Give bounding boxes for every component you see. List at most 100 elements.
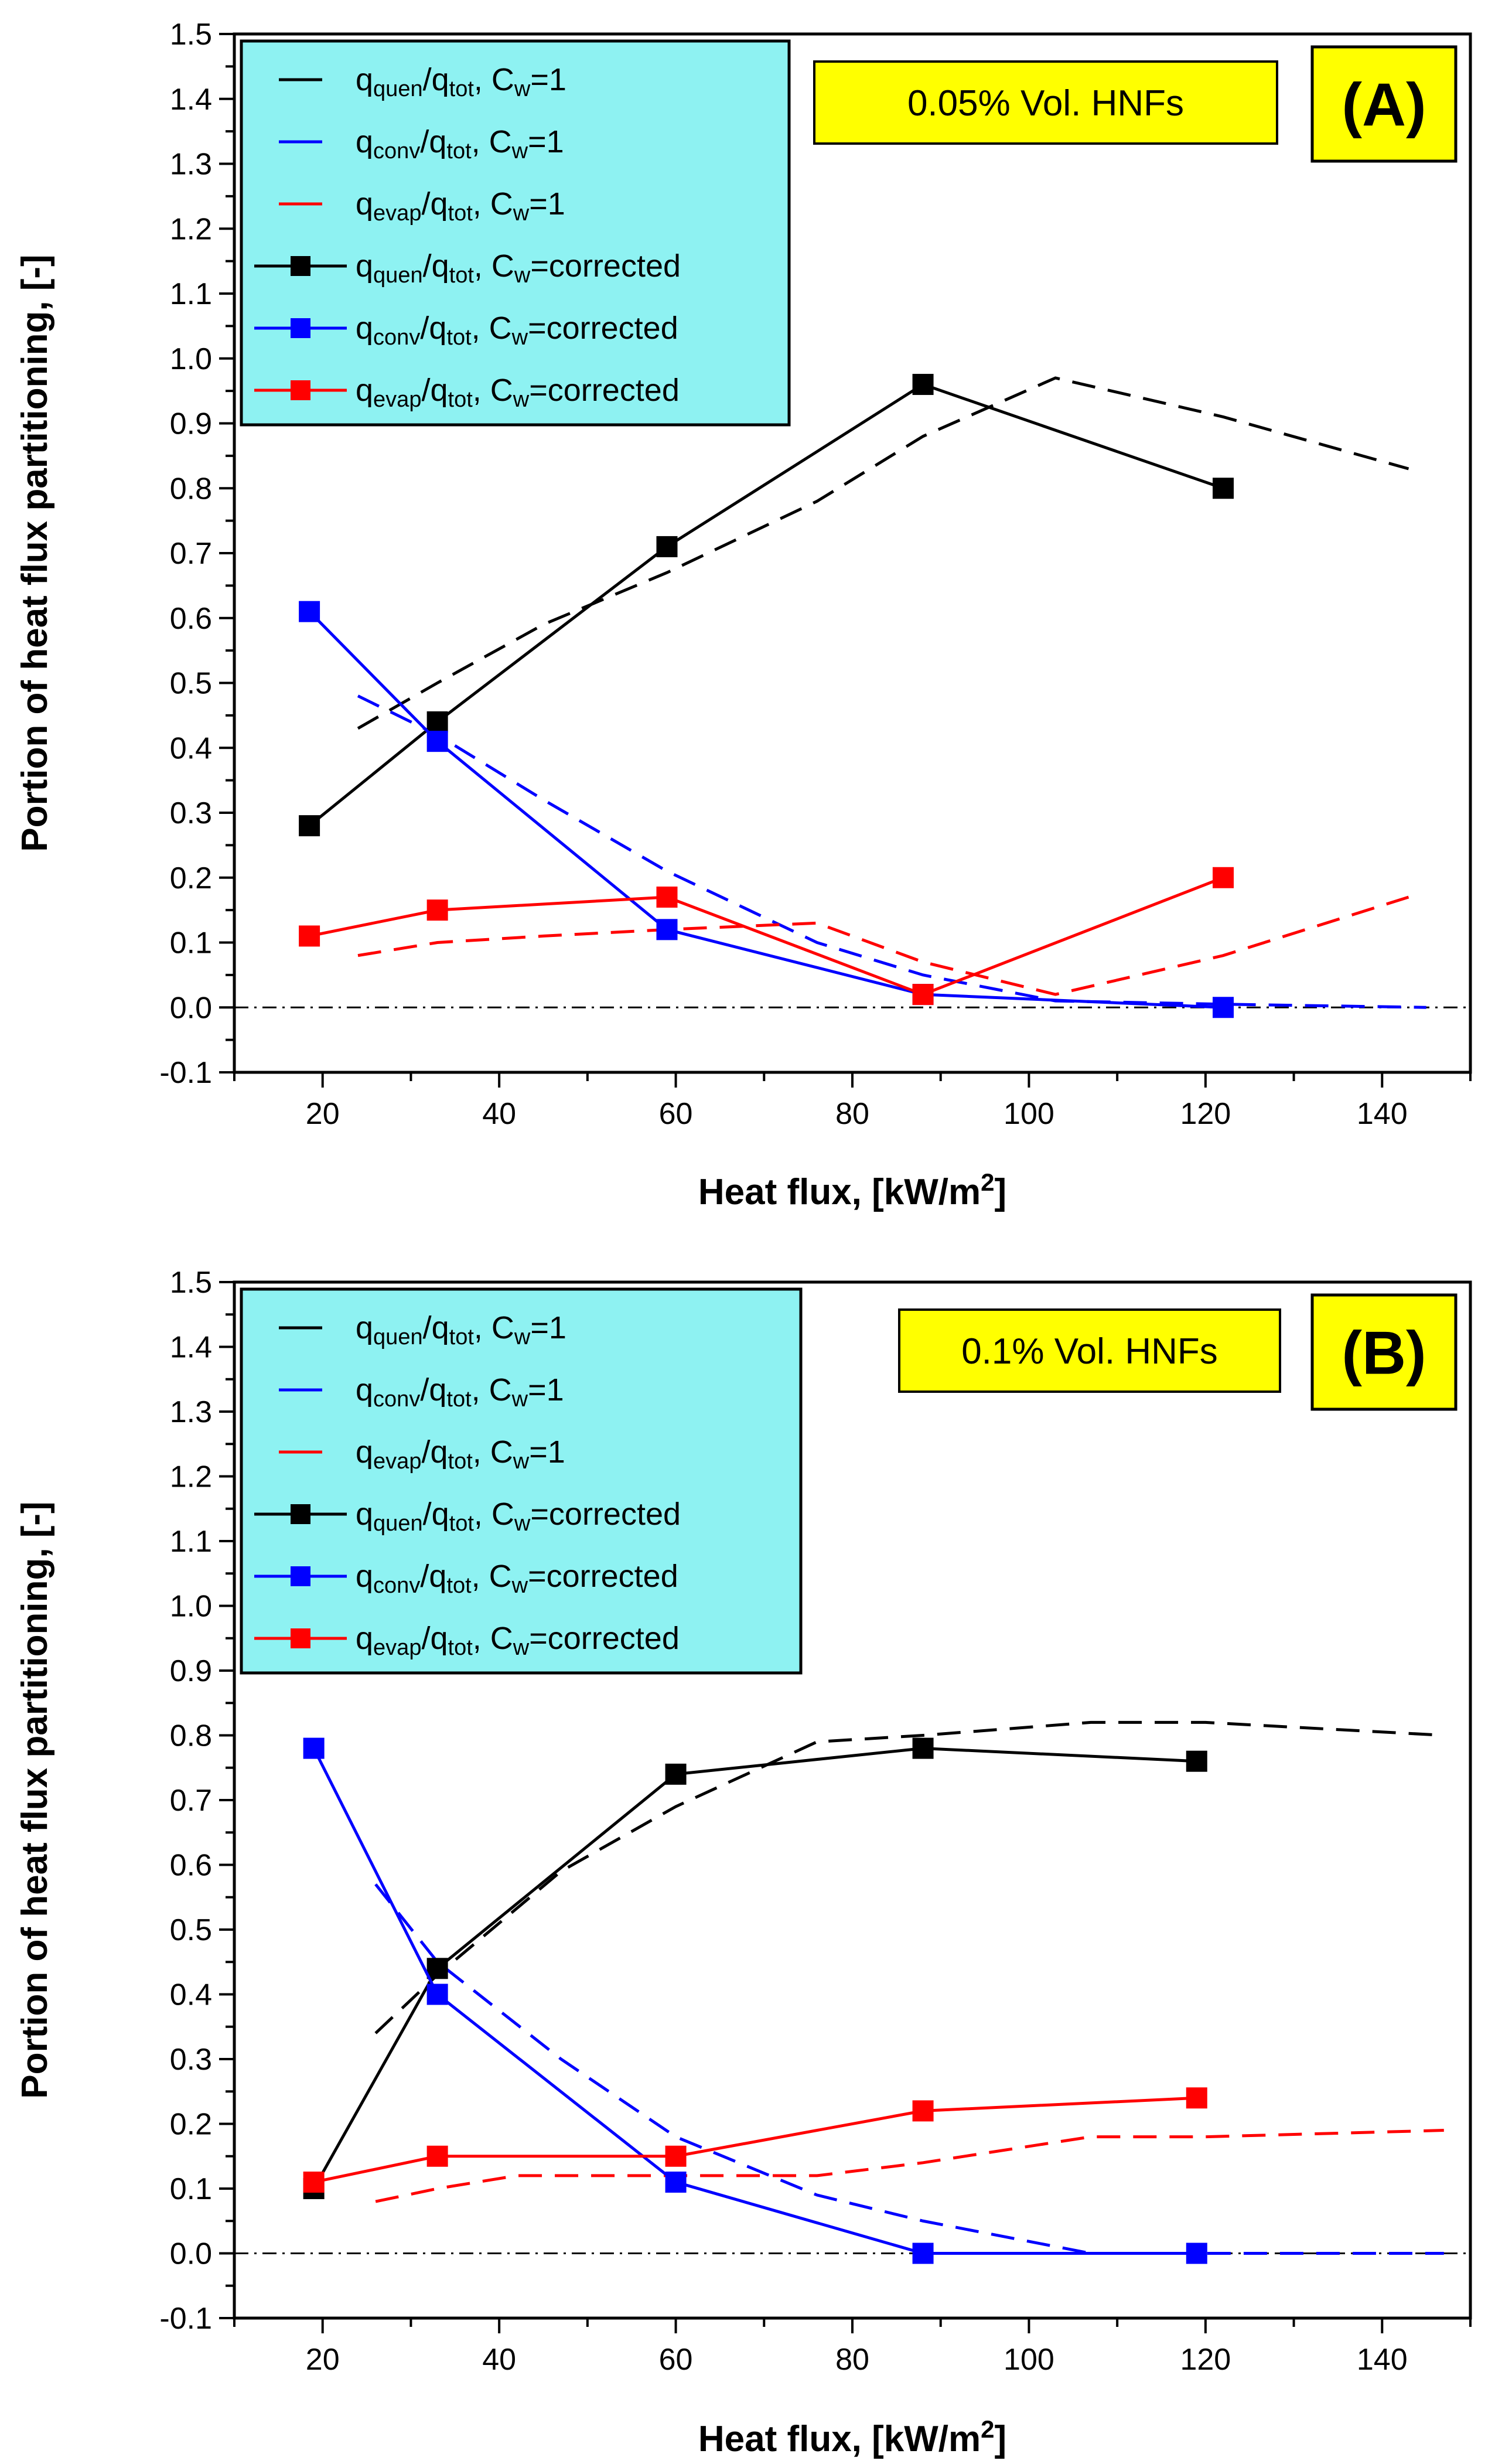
panel-tag-label: (A) <box>1342 71 1426 139</box>
y-tick-label: 1.5 <box>170 1266 212 1300</box>
legend-marker-quen_corr <box>291 1504 310 1524</box>
legend-box <box>240 1287 803 1675</box>
marker-evap_corr <box>912 2100 934 2122</box>
y-tick-label: 0.4 <box>170 731 212 765</box>
x-axis-title: Heat flux, [kW/m2] <box>698 2415 1006 2460</box>
marker-conv_corr <box>303 1737 325 1759</box>
marker-evap_corr <box>1186 2087 1207 2109</box>
x-tick-label: 120 <box>1180 2343 1231 2377</box>
marker-conv_corr <box>426 731 448 752</box>
legend-label-evap_cw1: qevap/qtot, Cw=1 <box>356 186 565 226</box>
marker-conv_corr <box>426 1984 448 2005</box>
y-tick-label: 0.3 <box>170 2043 212 2077</box>
y-tick-label: 1.0 <box>170 1590 212 1624</box>
legend-marker-evap_corr <box>291 380 310 400</box>
legend-marker-conv_corr <box>291 1566 310 1586</box>
legend-marker-quen_corr <box>291 256 310 276</box>
y-tick-label: 0.4 <box>170 1978 212 2012</box>
concentration-label: 0.1% Vol. HNFs <box>961 1331 1218 1372</box>
legend-label-evap_corr: qevap/qtot, Cw=corrected <box>356 1621 680 1660</box>
concentration-box <box>813 60 1278 145</box>
marker-evap_corr <box>656 886 678 908</box>
x-tick-label: 20 <box>306 1097 340 1131</box>
y-tick-label: 1.2 <box>170 212 212 246</box>
series-line-evap_cw1 <box>375 2129 1444 2203</box>
x-tick-label: 140 <box>1357 2343 1408 2377</box>
marker-quen_corr <box>665 1763 687 1785</box>
x-tick-label: 80 <box>835 2343 869 2377</box>
series-line-conv_cw1 <box>374 1883 1444 2255</box>
x-tick-label: 100 <box>1004 2343 1054 2377</box>
x-axis-title: Heat flux, [kW/m2] <box>698 1168 1006 1213</box>
marker-quen_corr <box>426 1958 448 1979</box>
x-tick-label: 40 <box>482 2343 516 2377</box>
marker-conv_corr <box>912 2243 934 2264</box>
series-line-quen_corr <box>308 383 1224 827</box>
marker-quen_corr <box>912 374 934 396</box>
y-tick-label: 1.1 <box>170 1525 212 1559</box>
y-tick-label: 0.5 <box>170 667 212 701</box>
y-tick-label: 0.1 <box>170 2172 212 2206</box>
y-tick-label: 1.4 <box>170 83 212 117</box>
legend-label-evap_corr: qevap/qtot, Cw=corrected <box>356 373 680 412</box>
marker-quen_corr <box>656 536 678 557</box>
y-tick-label: 0.8 <box>170 472 212 506</box>
marker-quen_corr <box>299 815 320 837</box>
x-tick-label: 60 <box>659 2343 693 2377</box>
y-tick-label: 0.2 <box>170 2108 212 2142</box>
marker-evap_corr <box>1213 867 1234 888</box>
y-tick-label: 0.6 <box>170 602 212 636</box>
y-tick-label: 0.2 <box>170 861 212 895</box>
y-tick-label: 1.4 <box>170 1331 212 1365</box>
y-tick-label: 0.0 <box>170 2237 212 2271</box>
x-tick-label: 80 <box>835 1097 869 1131</box>
y-axis-title: Portion of heat flux partitioning, [-] <box>15 1501 55 2098</box>
x-tick-label: 140 <box>1357 1097 1408 1131</box>
legend-label-conv_corr: qconv/qtot, Cw=corrected <box>356 1559 678 1598</box>
legend-marker-evap_corr <box>291 1628 310 1648</box>
y-tick-label: 1.2 <box>170 1460 212 1494</box>
y-tick-label: 0.6 <box>170 1849 212 1883</box>
y-tick-label: -0.1 <box>159 2302 212 2336</box>
marker-conv_corr <box>299 601 320 622</box>
y-tick-label: -0.1 <box>159 1056 212 1090</box>
marker-evap_corr <box>426 899 448 921</box>
concentration-box <box>898 1308 1281 1393</box>
legend-marker-conv_corr <box>291 318 310 338</box>
legend-label-conv_cw1: qconv/qtot, Cw=1 <box>356 1372 564 1412</box>
y-axis-title: Portion of heat flux partitioning, [-] <box>15 254 55 851</box>
panel-tag-box <box>1310 1293 1458 1411</box>
y-tick-label: 1.0 <box>170 342 212 376</box>
y-tick-label: 0.7 <box>170 1784 212 1818</box>
x-tick-label: 60 <box>659 1097 693 1131</box>
marker-evap_corr <box>665 2145 687 2167</box>
series-line-conv_corr <box>308 610 1224 1009</box>
chart-panel-b: 20 40 60 80 100 120 140 -0.1 0.0 0.1 0.2 0.3 0.4 0.5 0… <box>15 1266 1472 2460</box>
legend-label-evap_cw1: qevap/qtot, Cw=1 <box>356 1434 565 1474</box>
series-line-evap_corr <box>309 876 1224 996</box>
y-tick-label: 1.3 <box>170 1395 212 1429</box>
y-tick-label: 0.9 <box>170 1654 212 1688</box>
series-line-evap_cw1 <box>357 895 1409 996</box>
marker-evap_corr <box>426 2145 448 2167</box>
x-tick-label: 40 <box>482 1097 516 1131</box>
legend-label-quen_corr: qquen/qtot, Cw=corrected <box>356 248 681 288</box>
marker-conv_corr <box>656 919 678 940</box>
legend-label-quen_cw1: qquen/qtot, Cw=1 <box>356 1310 566 1349</box>
marker-quen_corr <box>426 711 448 732</box>
panel-tag-label: (B) <box>1342 1320 1426 1388</box>
y-tick-label: 1.5 <box>170 18 212 52</box>
x-tick-label: 120 <box>1180 1097 1231 1131</box>
y-tick-label: 1.3 <box>170 148 212 182</box>
legend-label-quen_corr: qquen/qtot, Cw=corrected <box>356 1497 681 1536</box>
y-tick-label: 0.5 <box>170 1913 212 1947</box>
y-tick-label: 0.1 <box>170 926 212 960</box>
marker-conv_corr <box>1186 2243 1207 2264</box>
series-line-conv_cw1 <box>357 694 1426 1009</box>
x-tick-label: 20 <box>306 2343 340 2377</box>
x-tick-label: 100 <box>1004 1097 1054 1131</box>
marker-conv_corr <box>1213 997 1234 1018</box>
marker-quen_corr <box>1213 478 1234 499</box>
y-tick-label: 1.1 <box>170 277 212 311</box>
